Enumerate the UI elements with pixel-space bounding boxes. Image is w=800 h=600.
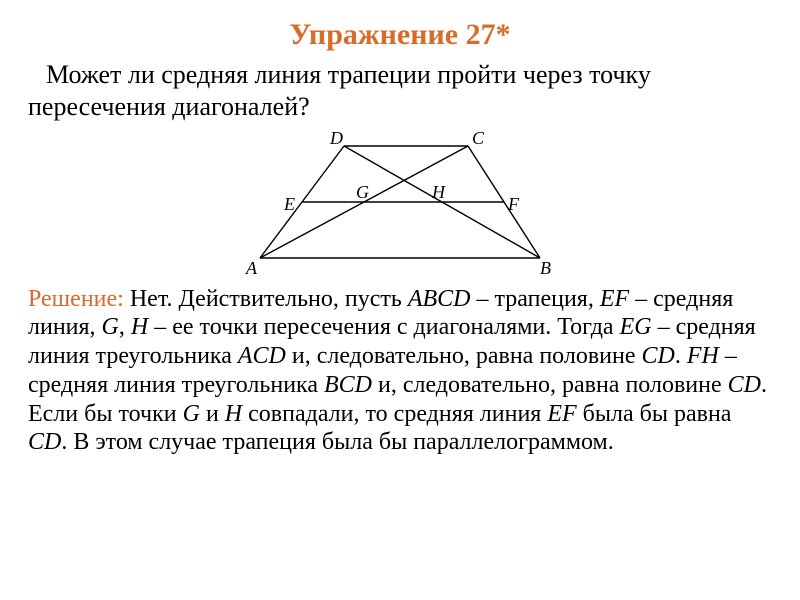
solution-run: – ее точки пересечения с диагоналями. То… bbox=[148, 314, 619, 340]
point-label-C: C bbox=[472, 128, 485, 148]
solution-run: и bbox=[200, 401, 225, 427]
question-text: Может ли средняя линия трапеции пройти ч… bbox=[28, 59, 772, 124]
math-italic: H bbox=[225, 401, 242, 427]
math-italic: FH bbox=[687, 343, 719, 369]
point-label-H: H bbox=[431, 182, 446, 202]
point-label-F: F bbox=[507, 194, 520, 214]
solution-run: и, следовательно, равна половине bbox=[286, 343, 642, 369]
solution-run: и, следовательно, равна половине bbox=[372, 372, 728, 398]
point-label-G: G bbox=[356, 182, 369, 202]
math-italic: CD bbox=[728, 372, 761, 398]
figure-container: A B C D E F G H bbox=[28, 128, 772, 283]
page-root: Упражнение 27* Может ли средняя линия тр… bbox=[0, 0, 800, 600]
point-label-E: E bbox=[283, 194, 295, 214]
solution-run: , bbox=[119, 314, 131, 340]
solution-run: была бы равна bbox=[577, 401, 732, 427]
trapezoid-diagram: A B C D E F G H bbox=[240, 128, 560, 278]
solution-run: . bbox=[675, 343, 687, 369]
math-italic: ABCD bbox=[408, 286, 471, 312]
math-italic: G bbox=[183, 401, 200, 427]
math-italic: EG bbox=[620, 314, 652, 340]
math-italic: BCD bbox=[324, 372, 372, 398]
point-label-A: A bbox=[245, 258, 258, 278]
math-italic: EF bbox=[547, 401, 576, 427]
solution-run: . В этом случае трапеция была бы паралле… bbox=[61, 429, 613, 455]
solution-text: Решение: Нет. Действительно, пусть ABCD … bbox=[28, 285, 772, 458]
math-italic: EF bbox=[600, 286, 629, 312]
math-italic: G bbox=[102, 314, 119, 340]
math-italic: CD bbox=[28, 429, 61, 455]
solution-run: – трапеция, bbox=[470, 286, 599, 312]
math-italic: CD bbox=[642, 343, 675, 369]
point-label-B: B bbox=[540, 258, 551, 278]
math-italic: ACD bbox=[238, 343, 286, 369]
solution-run: Нет. Действительно, пусть bbox=[124, 286, 408, 312]
solution-label: Решение: bbox=[28, 286, 124, 312]
solution-run: совпадали, то средняя линия bbox=[242, 401, 547, 427]
point-label-D: D bbox=[329, 128, 343, 148]
math-italic: H bbox=[131, 314, 148, 340]
exercise-title: Упражнение 27* bbox=[28, 18, 772, 53]
